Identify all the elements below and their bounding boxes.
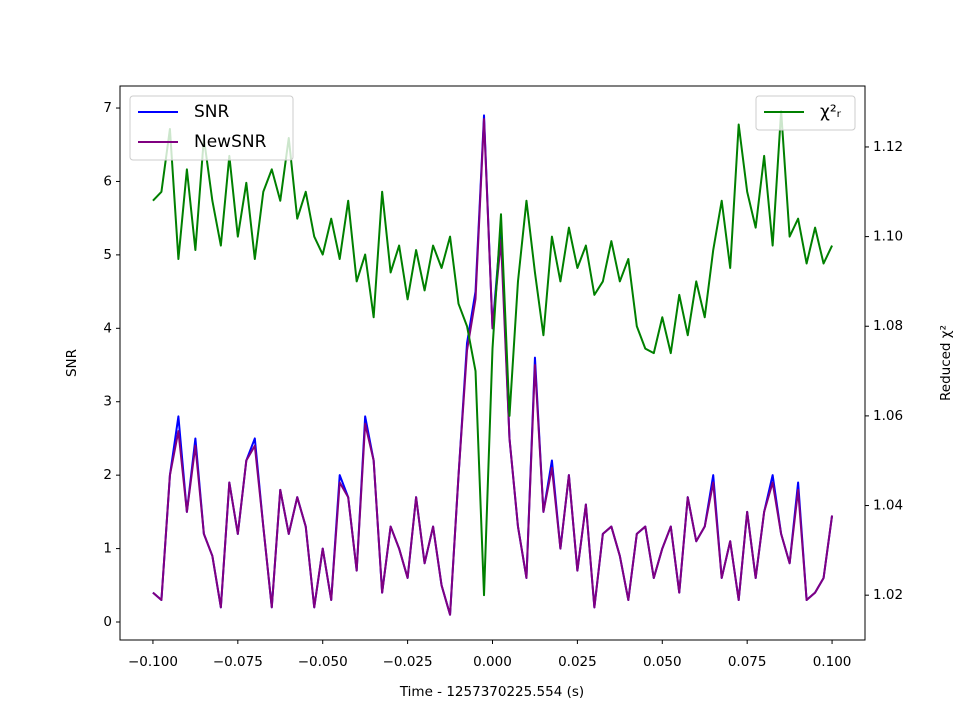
x-tick-label: 0.100 — [813, 654, 852, 670]
plot-frame — [119, 85, 866, 641]
x-tick-label: −0.075 — [213, 654, 263, 670]
x-tick-label: 0.025 — [558, 654, 597, 670]
y-tick-label: 5 — [103, 247, 112, 263]
x-tick-label: −0.100 — [128, 654, 178, 670]
y-tick-label: 7 — [103, 100, 112, 116]
y2-tick-label: 1.12 — [873, 139, 903, 155]
legend-label: SNR — [194, 102, 230, 122]
legend-label: NewSNR — [194, 132, 267, 152]
legend-label: χ²ᵣ — [820, 102, 842, 122]
y2-tick-label: 1.06 — [873, 408, 903, 424]
y-tick-label: 3 — [103, 394, 112, 410]
y2-tick-label: 1.10 — [873, 229, 903, 245]
y2-tick-label: 1.02 — [873, 587, 903, 603]
x-tick-label: 0.050 — [643, 654, 682, 670]
x-tick-label: 0.075 — [728, 654, 767, 670]
y-tick-label: 6 — [103, 173, 112, 189]
y-tick-label: 4 — [103, 320, 112, 336]
x-tick-label: −0.025 — [383, 654, 433, 670]
legend-box — [755, 95, 856, 131]
y-axis-label: SNR — [64, 349, 80, 377]
y2-tick-label: 1.08 — [873, 318, 903, 334]
y-tick-label: 2 — [103, 467, 112, 483]
y2-axis-label: Reduced χ² — [938, 325, 954, 401]
series-line — [152, 118, 834, 616]
series-line — [152, 110, 833, 597]
x-tick-label: −0.050 — [298, 654, 348, 670]
y-tick-label: 1 — [103, 541, 112, 557]
y-tick-label: 0 — [103, 614, 112, 630]
x-tick-label: 0.000 — [473, 654, 512, 670]
x-axis-label: Time - 1257370225.554 (s) — [399, 684, 584, 700]
y2-tick-label: 1.04 — [873, 498, 903, 514]
